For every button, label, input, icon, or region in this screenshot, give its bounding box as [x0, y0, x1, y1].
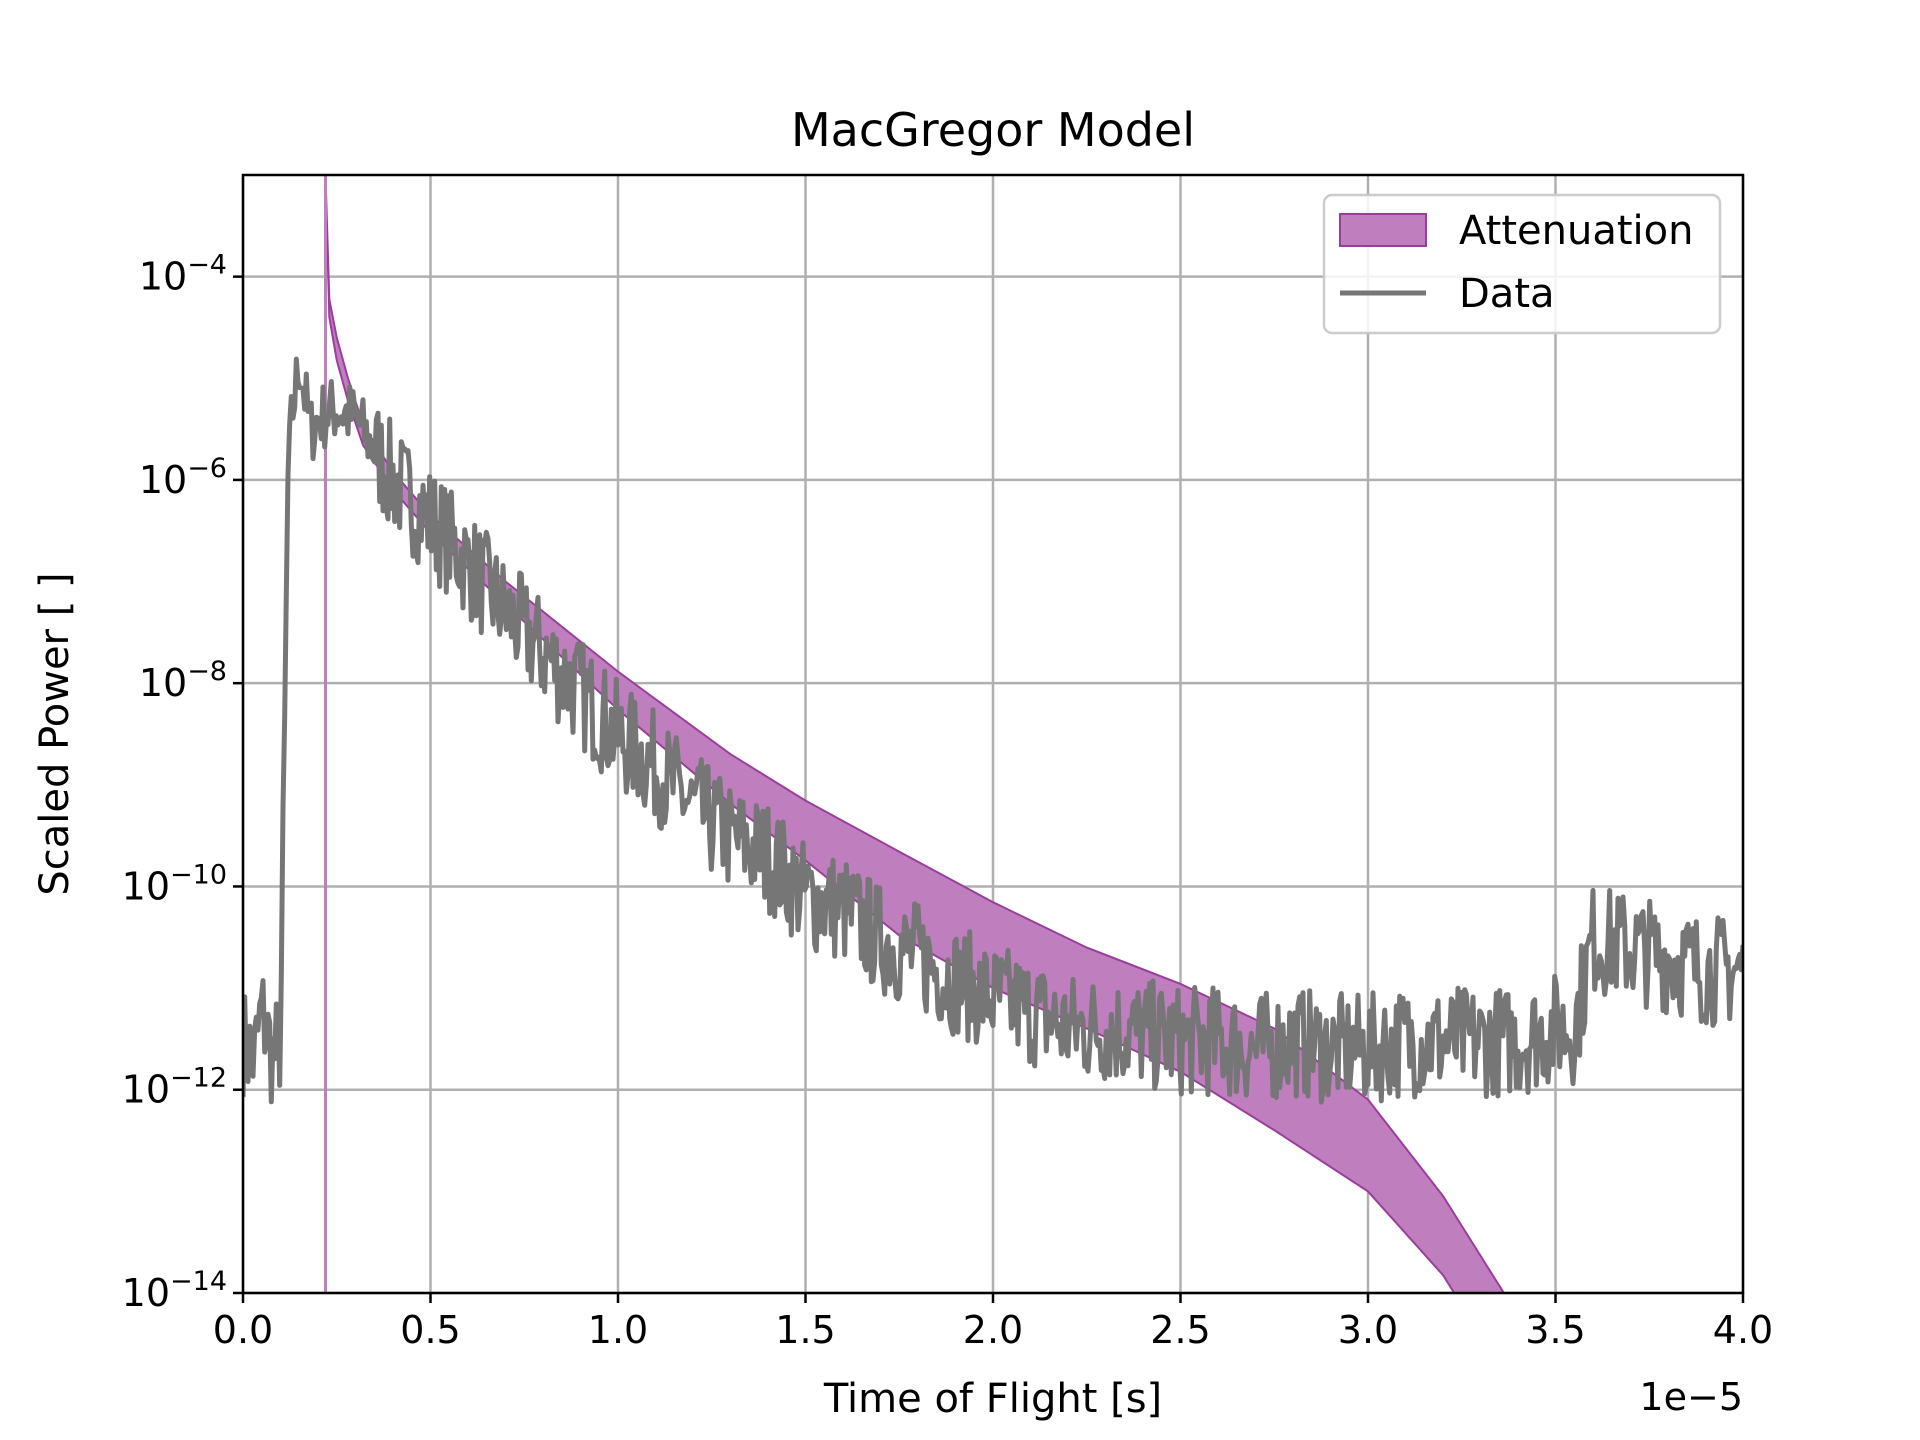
x-tick-label: 1.5 — [775, 1308, 835, 1352]
y-tick-label: 10−12 — [122, 1063, 227, 1112]
x-tick-label: 0.5 — [400, 1308, 460, 1352]
x-tick-label: 2.0 — [963, 1308, 1023, 1352]
y-tick-label: 10−14 — [122, 1266, 227, 1315]
y-tick-label: 10−10 — [122, 859, 227, 908]
x-tick-label: 4.0 — [1713, 1308, 1773, 1352]
x-tick-label: 1.0 — [588, 1308, 648, 1352]
x-axis-ticks: 0.0 0.5 1.0 1.5 2.0 2.5 3.0 3.5 4.0 — [213, 1293, 1773, 1352]
legend-label-data: Data — [1459, 271, 1555, 317]
x-tick-label: 2.5 — [1150, 1308, 1210, 1352]
chart-title: MacGregor Model — [791, 103, 1195, 157]
y-axis-label: Scaled Power [ ] — [32, 572, 78, 895]
x-tick-label: 3.5 — [1525, 1308, 1585, 1352]
data-line — [243, 356, 1743, 1105]
y-tick-label: 10−8 — [139, 656, 227, 705]
legend-swatch-attenuation — [1339, 213, 1427, 247]
y-tick-label: 10−4 — [139, 250, 227, 299]
data-line-layer — [243, 356, 1743, 1105]
legend: Attenuation Data — [1322, 193, 1722, 335]
x-axis-label: Time of Flight [s] — [823, 1376, 1162, 1422]
x-tick-label: 3.0 — [1338, 1308, 1398, 1352]
x-axis-offset-label: 1e−5 — [1639, 1375, 1743, 1419]
y-tick-label: 10−6 — [139, 453, 227, 502]
x-tick-label: 0.0 — [213, 1308, 273, 1352]
legend-label-attenuation: Attenuation — [1459, 208, 1693, 254]
y-axis-ticks: 10−4 10−6 10−8 10−10 10−12 10−14 — [122, 250, 243, 1315]
